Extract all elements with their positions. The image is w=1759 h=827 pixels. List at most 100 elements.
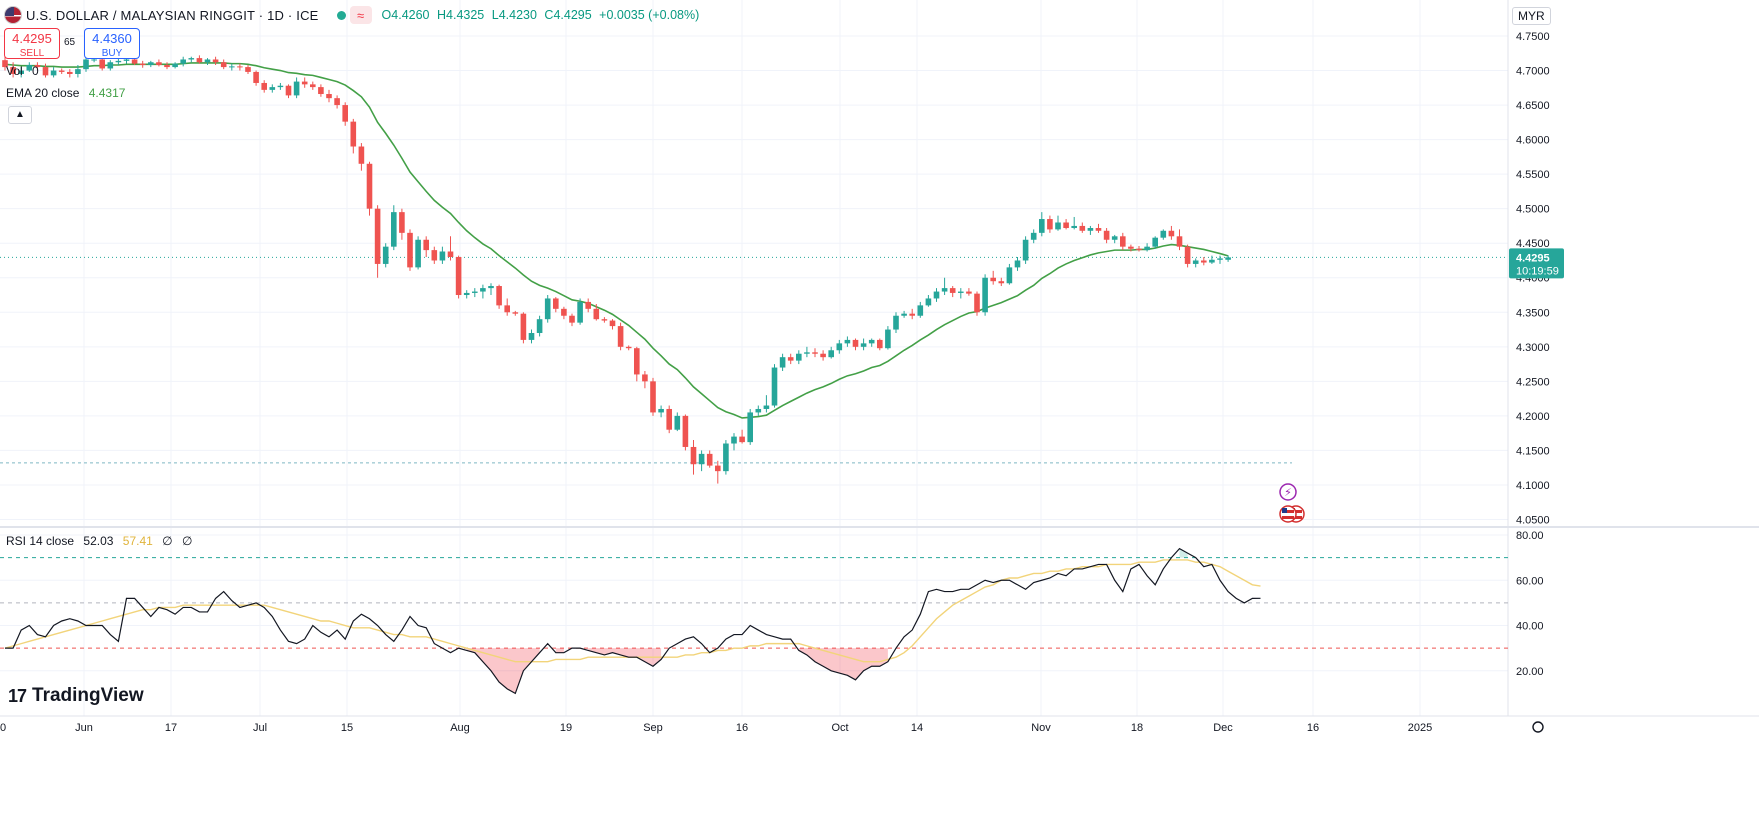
tradingview-logo[interactable]: 17 TradingView [8,685,144,707]
ohlc-values: O4.4260 H4.4325 L4.4230 C4.4295 +0.0035 … [382,8,704,22]
time-tick-label: 0 [0,722,6,734]
candle-body [877,339,883,349]
candle [544,295,551,323]
candle [674,412,681,432]
volume-legend[interactable]: Vol 0 [6,64,39,78]
candle [763,395,770,413]
candle [164,62,170,70]
candle [747,408,753,445]
candle-body [1022,239,1029,261]
rsi-tick-label: 20.00 [1516,666,1544,678]
candle [1152,236,1158,249]
time-tick-label: Sep [643,722,663,734]
settings-icon[interactable] [1532,721,1544,733]
candle-body [779,357,786,368]
candle-body [455,257,462,296]
candle [982,274,988,316]
rsi-line [5,547,1261,695]
candle [1063,219,1069,230]
candle [58,68,65,74]
high-value: H4.4325 [437,8,485,22]
candle-body [1144,246,1150,251]
candle [820,350,826,361]
candle-body [617,326,624,347]
rsi-oversold-fill [798,648,888,680]
price-tick-label: 4.6000 [1516,135,1550,147]
candle-body [447,251,454,258]
candle-body [674,415,681,430]
tradingview-logo-icon: 17 [8,685,27,706]
candle [277,82,284,90]
candle-body [1039,219,1045,233]
candle [836,339,843,354]
candle-body [391,212,397,247]
candle-body [1014,260,1021,268]
time-tick-label: Oct [831,722,848,734]
candle-body [229,66,235,68]
candle [577,298,583,325]
buy-button[interactable]: 4.4360 BUY [84,28,140,59]
ema-legend[interactable]: EMA 20 close 4.4317 [6,86,125,100]
candle-body [261,82,267,90]
candle-body [164,65,170,68]
candle-body [99,59,105,69]
price-tick-label: 4.5000 [1516,204,1550,216]
rsi-tag-spacer [1509,590,1551,606]
candle-body [755,408,762,413]
vol-label: Vol [6,64,23,78]
candle-body [1103,230,1110,240]
candle [569,313,575,327]
candle [650,377,656,416]
candle-body [58,70,65,72]
time-tick-label: Jun [75,722,93,734]
candle [852,338,859,351]
ema-value: 4.4317 [88,86,126,100]
candle [925,295,932,307]
candle-body [852,339,859,347]
rsi-oversold-fill [588,648,662,667]
candle [990,270,996,285]
lightning-event-icon[interactable] [1279,483,1297,501]
sell-button[interactable]: 4.4295 SELL [4,28,60,59]
candle-body [18,70,24,74]
candle-body [1217,258,1223,260]
candle-body [553,298,559,309]
ema-layer [4,62,1229,419]
candle [156,59,162,67]
candle-body [698,453,705,465]
candle [285,84,292,99]
candle [407,229,413,271]
candle [326,89,332,103]
rsi-oversold-fill [466,648,540,694]
candle [1030,229,1037,244]
candle-body [1201,260,1207,263]
candle-body [91,59,97,61]
candle [229,63,235,71]
collapse-legend-button[interactable]: ▲ [8,106,32,124]
candle [1079,222,1086,233]
candle [10,62,16,78]
data-delay-icon[interactable]: ≈ [349,6,372,24]
candle [1039,212,1045,237]
currency-button[interactable]: MYR [1512,7,1551,25]
sell-price: 4.4295 [12,31,52,46]
price-tick-label: 4.7000 [1516,66,1550,78]
time-tick-label: 19 [560,722,572,734]
countdown-value: 10:19:59 [1516,265,1559,277]
price-axis: 4.7500 4.7000 4.6500 4.6000 4.5500 4.5000 4.45… [1516,31,1550,526]
candle-body [180,59,186,64]
candle [779,353,786,371]
candle [634,346,640,382]
symbol-title[interactable]: U.S. DOLLAR / MALAYSIAN RINGGIT · 1D · I… [26,7,319,23]
candle [75,65,81,78]
candle [706,450,713,468]
candle [1006,263,1013,285]
rsi-legend[interactable]: RSI 14 close 52.03 57.41 ∅ ∅ [6,534,192,548]
rsi-extra-2: ∅ [181,534,193,548]
candle-body [463,292,470,296]
candle-body [917,305,924,316]
candle [245,65,251,74]
candle-body [407,232,413,268]
candle-body [796,353,802,361]
